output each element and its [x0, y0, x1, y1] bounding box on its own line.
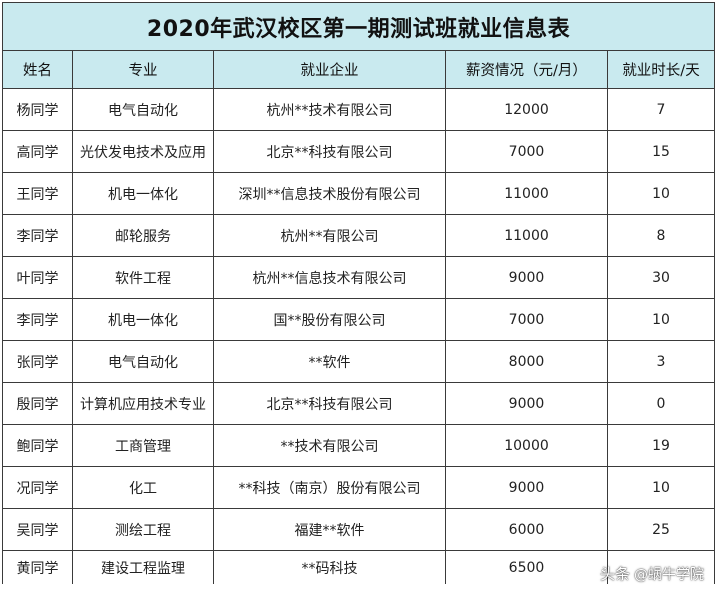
cell-duration: 10	[606, 298, 716, 341]
cell-name: 李同学	[2, 298, 73, 341]
table-row: 李同学 机电一体化 国**股份有限公司 7000 10	[2, 298, 716, 341]
table-row: 高同学 光伏发电技术及应用 北京**科技有限公司 7000 15	[2, 130, 716, 173]
cell-duration: 10	[606, 172, 716, 215]
cell-duration: 15	[606, 130, 716, 173]
cell-name: 黄同学	[2, 550, 73, 584]
header-duration: 就业时长/天	[606, 50, 716, 89]
cell-salary: 7000	[445, 298, 608, 341]
table-row: 叶同学 软件工程 杭州**信息技术有限公司 9000 30	[2, 256, 716, 299]
cell-employer: 福建**软件	[213, 508, 446, 551]
cell-employer: **技术有限公司	[213, 424, 446, 467]
header-major: 专业	[72, 50, 214, 89]
cell-employer: 杭州**信息技术有限公司	[213, 256, 446, 299]
cell-name: 王同学	[2, 172, 73, 215]
cell-employer: 杭州**技术有限公司	[213, 88, 446, 131]
cell-name: 鲍同学	[2, 424, 73, 467]
cell-employer: **软件	[213, 340, 446, 383]
table-row: 吴同学 测绘工程 福建**软件 6000 25	[2, 508, 716, 551]
cell-duration: 25	[606, 508, 716, 551]
cell-salary: 7000	[445, 130, 608, 173]
cell-salary: 9000	[445, 382, 608, 425]
employment-info-table: 2020年武汉校区第一期测试班就业信息表 姓名 专业 就业企业 薪资情况（元/月…	[1, 2, 716, 584]
cell-duration: 8	[606, 214, 716, 257]
cell-name: 李同学	[2, 214, 73, 257]
cell-name: 况同学	[2, 466, 73, 509]
cell-salary: 11000	[445, 172, 608, 215]
cell-duration: 10	[606, 466, 716, 509]
cell-major: 邮轮服务	[72, 214, 214, 257]
cell-employer: 北京**科技有限公司	[213, 382, 446, 425]
cell-name: 杨同学	[2, 88, 73, 131]
cell-duration: 19	[606, 424, 716, 467]
cell-name: 吴同学	[2, 508, 73, 551]
cell-duration: 0	[606, 382, 716, 425]
watermark-source: 头条	[599, 565, 630, 583]
cell-name: 高同学	[2, 130, 73, 173]
cell-salary: 11000	[445, 214, 608, 257]
cell-employer: 深圳**信息技术股份有限公司	[213, 172, 446, 215]
table-row: 况同学 化工 **科技（南京）股份有限公司 9000 10	[2, 466, 716, 509]
watermark: 头条 @蜗牛学院	[600, 563, 704, 584]
cell-salary: 12000	[445, 88, 608, 131]
cell-salary: 10000	[445, 424, 608, 467]
cell-major: 测绘工程	[72, 508, 214, 551]
table-row: 黄同学 建设工程监理 **码科技 6500	[2, 550, 716, 584]
cell-name: 殷同学	[2, 382, 73, 425]
cell-duration: 7	[606, 88, 716, 131]
cell-employer: **码科技	[213, 550, 446, 584]
header-salary: 薪资情况（元/月）	[445, 50, 608, 89]
cell-major: 电气自动化	[72, 340, 214, 383]
table-row: 张同学 电气自动化 **软件 8000 3	[2, 340, 716, 383]
table-row: 杨同学 电气自动化 杭州**技术有限公司 12000 7	[2, 88, 716, 131]
cell-major: 光伏发电技术及应用	[72, 130, 214, 173]
table-row: 王同学 机电一体化 深圳**信息技术股份有限公司 11000 10	[2, 172, 716, 215]
cell-major: 软件工程	[72, 256, 214, 299]
cell-employer: **科技（南京）股份有限公司	[213, 466, 446, 509]
cell-employer: 杭州**有限公司	[213, 214, 446, 257]
cell-salary: 6000	[445, 508, 608, 551]
cell-duration: 30	[606, 256, 716, 299]
table-row: 鲍同学 工商管理 **技术有限公司 10000 19	[2, 424, 716, 467]
table-row: 李同学 邮轮服务 杭州**有限公司 11000 8	[2, 214, 716, 257]
cell-salary: 9000	[445, 466, 608, 509]
cell-duration: 3	[606, 340, 716, 383]
cell-salary: 8000	[445, 340, 608, 383]
watermark-handle: @蜗牛学院	[634, 566, 704, 583]
cell-name: 叶同学	[2, 256, 73, 299]
cell-salary: 6500	[445, 550, 608, 584]
cell-major: 计算机应用技术专业	[72, 382, 214, 425]
header-name: 姓名	[2, 50, 73, 89]
cell-major: 建设工程监理	[72, 550, 214, 584]
cell-major: 化工	[72, 466, 214, 509]
cell-major: 工商管理	[72, 424, 214, 467]
header-employer: 就业企业	[213, 50, 446, 89]
cell-name: 张同学	[2, 340, 73, 383]
cell-employer: 北京**科技有限公司	[213, 130, 446, 173]
cell-major: 电气自动化	[72, 88, 214, 131]
cell-salary: 9000	[445, 256, 608, 299]
cell-major: 机电一体化	[72, 172, 214, 215]
table-title: 2020年武汉校区第一期测试班就业信息表	[1, 2, 716, 51]
table-row: 殷同学 计算机应用技术专业 北京**科技有限公司 9000 0	[2, 382, 716, 425]
cell-major: 机电一体化	[72, 298, 214, 341]
cell-employer: 国**股份有限公司	[213, 298, 446, 341]
cell-duration	[606, 550, 716, 584]
table-body: 杨同学 电气自动化 杭州**技术有限公司 12000 7 高同学 光伏发电技术及应用 北京**…	[2, 88, 716, 584]
